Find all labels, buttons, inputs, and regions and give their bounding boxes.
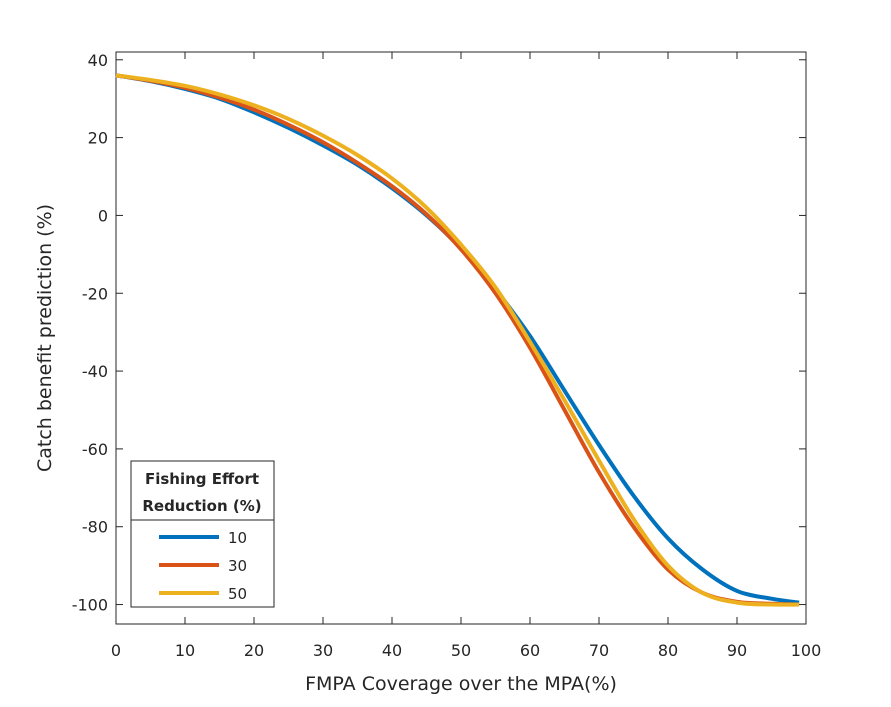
- x-tick-label: 100: [791, 641, 822, 660]
- x-tick-label: 20: [244, 641, 264, 660]
- legend-title-line2: Reduction (%): [142, 497, 261, 515]
- x-tick-label: 30: [313, 641, 333, 660]
- series-layer: [115, 73, 800, 607]
- legend-box: [130, 460, 275, 608]
- legend-title-line1: Fishing Effort: [145, 470, 259, 488]
- x-tick-label: 0: [111, 641, 121, 660]
- x-axis-ticks: 0 10 20 30 40 50 60 70 80 90 100: [111, 52, 821, 660]
- y-tick-label: 20: [88, 129, 108, 148]
- x-tick-label: 80: [658, 641, 678, 660]
- y-tick-label: -40: [82, 362, 108, 381]
- y-axis-ticks: 40 20 0 -20 -40 -60 -80 -100: [72, 51, 806, 615]
- y-tick-label: 40: [88, 51, 108, 70]
- x-tick-label: 70: [589, 641, 609, 660]
- x-axis-label: FMPA Coverage over the MPA(%): [305, 673, 617, 695]
- x-tick-label: 50: [451, 641, 471, 660]
- y-tick-label: 0: [98, 206, 108, 225]
- legend-label-50: 50: [228, 585, 247, 603]
- y-tick-label: -60: [82, 440, 108, 459]
- x-tick-label: 60: [520, 641, 540, 660]
- y-axis-label: Catch benefit prediction (%): [34, 204, 56, 472]
- series-line-50: [115, 73, 800, 607]
- x-tick-label: 40: [382, 641, 402, 660]
- legend: Fishing Effort Reduction (%) 10 30 50: [130, 460, 275, 608]
- y-tick-label: -80: [82, 518, 108, 537]
- y-tick-label: -20: [82, 284, 108, 303]
- x-tick-label: 10: [175, 641, 195, 660]
- y-tick-label: -100: [72, 596, 108, 615]
- legend-label-10: 10: [228, 529, 247, 547]
- x-tick-label: 90: [727, 641, 747, 660]
- legend-label-30: 30: [228, 557, 247, 575]
